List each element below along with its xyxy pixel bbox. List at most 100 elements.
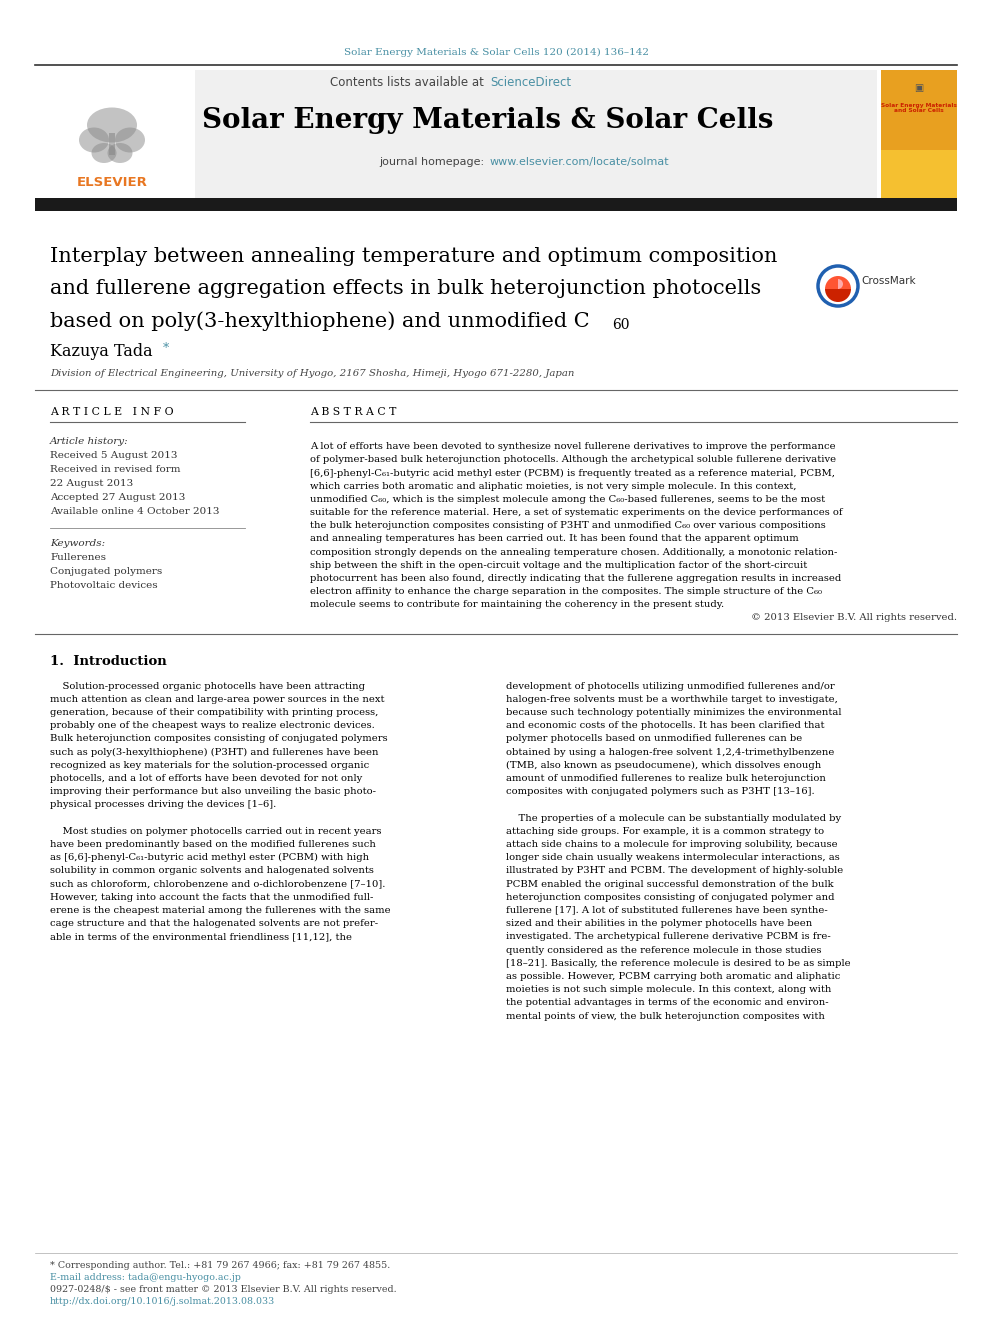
Ellipse shape	[107, 143, 133, 163]
Text: Contents lists available at: Contents lists available at	[330, 77, 488, 90]
Bar	[195, 70, 877, 198]
Bar	[35, 198, 957, 210]
Text: unmodified C₆₀, which is the simplest molecule among the C₆₀-based fullerenes, s: unmodified C₆₀, which is the simplest mo…	[310, 495, 825, 504]
Text: Solution-processed organic photocells have been attracting: Solution-processed organic photocells ha…	[50, 681, 365, 691]
Text: erene is the cheapest material among the fullerenes with the same: erene is the cheapest material among the…	[50, 906, 391, 916]
Text: CrossMark: CrossMark	[861, 277, 916, 286]
Text: longer side chain usually weakens intermolecular interactions, as: longer side chain usually weakens interm…	[506, 853, 840, 863]
Text: A B S T R A C T: A B S T R A C T	[310, 407, 397, 417]
Text: 0927-0248/$ - see front matter © 2013 Elsevier B.V. All rights reserved.: 0927-0248/$ - see front matter © 2013 El…	[50, 1285, 397, 1294]
Text: A R T I C L E   I N F O: A R T I C L E I N F O	[50, 407, 174, 417]
Text: as [6,6]-phenyl-C₆₁-butyric acid methyl ester (PCBM) with high: as [6,6]-phenyl-C₆₁-butyric acid methyl …	[50, 853, 369, 863]
Text: Keywords:: Keywords:	[50, 538, 105, 548]
Text: E-mail address: tada@engu-hyogo.ac.jp: E-mail address: tada@engu-hyogo.ac.jp	[50, 1273, 241, 1282]
Text: journal homepage:: journal homepage:	[379, 157, 488, 167]
Wedge shape	[825, 277, 851, 288]
Text: PCBM enabled the original successful demonstration of the bulk: PCBM enabled the original successful dem…	[506, 880, 833, 889]
Text: Interplay between annealing temperature and optimum composition: Interplay between annealing temperature …	[50, 247, 778, 266]
Bar	[35, 70, 195, 198]
Text: mental points of view, the bulk heterojunction composites with: mental points of view, the bulk heteroju…	[506, 1012, 825, 1020]
Text: Conjugated polymers: Conjugated polymers	[50, 568, 163, 577]
Text: probably one of the cheapest ways to realize electronic devices.: probably one of the cheapest ways to rea…	[50, 721, 375, 730]
Text: suitable for the reference material. Here, a set of systematic experiments on th: suitable for the reference material. Her…	[310, 508, 842, 517]
Text: ELSEVIER: ELSEVIER	[76, 176, 148, 189]
Text: attaching side groups. For example, it is a common strategy to: attaching side groups. For example, it i…	[506, 827, 824, 836]
Text: moieties is not such simple molecule. In this context, along with: moieties is not such simple molecule. In…	[506, 986, 831, 994]
Text: cage structure and that the halogenated solvents are not prefer-: cage structure and that the halogenated …	[50, 919, 378, 929]
Text: www.elsevier.com/locate/solmat: www.elsevier.com/locate/solmat	[490, 157, 670, 167]
Text: ship between the shift in the open-circuit voltage and the multiplication factor: ship between the shift in the open-circu…	[310, 561, 807, 570]
Text: A lot of efforts have been devoted to synthesize novel fullerene derivatives to : A lot of efforts have been devoted to sy…	[310, 442, 835, 451]
Text: Article history:: Article history:	[50, 438, 129, 446]
Text: composites with conjugated polymers such as P3HT [13–16].: composites with conjugated polymers such…	[506, 787, 814, 796]
Text: 60: 60	[612, 318, 630, 332]
Text: as possible. However, PCBM carrying both aromatic and aliphatic: as possible. However, PCBM carrying both…	[506, 972, 840, 980]
Text: Solar Energy Materials & Solar Cells: Solar Energy Materials & Solar Cells	[202, 106, 774, 134]
Text: such as chloroform, chlorobenzene and o-dichlorobenzene [7–10].: such as chloroform, chlorobenzene and o-…	[50, 880, 385, 889]
Text: much attention as clean and large-area power sources in the next: much attention as clean and large-area p…	[50, 695, 385, 704]
Text: solubility in common organic solvents and halogenated solvents: solubility in common organic solvents an…	[50, 867, 374, 876]
Text: illustrated by P3HT and PCBM. The development of highly-soluble: illustrated by P3HT and PCBM. The develo…	[506, 867, 843, 876]
Text: heterojunction composites consisting of conjugated polymer and: heterojunction composites consisting of …	[506, 893, 834, 902]
Text: because such technology potentially minimizes the environmental: because such technology potentially mini…	[506, 708, 841, 717]
Text: the potential advantages in terms of the economic and environ-: the potential advantages in terms of the…	[506, 999, 828, 1007]
Text: improving their performance but also unveiling the basic photo-: improving their performance but also unv…	[50, 787, 376, 796]
Wedge shape	[825, 288, 851, 302]
Text: Received 5 August 2013: Received 5 August 2013	[50, 451, 178, 460]
Text: such as poly(3-hexylthiophene) (P3HT) and fullerenes have been: such as poly(3-hexylthiophene) (P3HT) an…	[50, 747, 379, 757]
Bar	[881, 70, 957, 149]
Text: However, taking into account the facts that the unmodified full-: However, taking into account the facts t…	[50, 893, 373, 902]
Text: (TMB, also known as pseudocumene), which dissolves enough: (TMB, also known as pseudocumene), which…	[506, 761, 821, 770]
Text: based on poly(3-hexylthiophene) and unmodified C: based on poly(3-hexylthiophene) and unmo…	[50, 311, 589, 331]
Wedge shape	[838, 279, 843, 288]
Text: physical processes driving the devices [1–6].: physical processes driving the devices […	[50, 800, 276, 810]
Text: http://dx.doi.org/10.1016/j.solmat.2013.08.033: http://dx.doi.org/10.1016/j.solmat.2013.…	[50, 1297, 275, 1306]
Text: © 2013 Elsevier B.V. All rights reserved.: © 2013 Elsevier B.V. All rights reserved…	[751, 613, 957, 622]
Text: obtained by using a halogen-free solvent 1,2,4-trimethylbenzene: obtained by using a halogen-free solvent…	[506, 747, 834, 757]
Text: halogen-free solvents must be a worthwhile target to investigate,: halogen-free solvents must be a worthwhi…	[506, 695, 838, 704]
Text: Kazuya Tada: Kazuya Tada	[50, 344, 153, 360]
Text: Available online 4 October 2013: Available online 4 October 2013	[50, 508, 219, 516]
Text: and economic costs of the photocells. It has been clarified that: and economic costs of the photocells. It…	[506, 721, 824, 730]
Text: generation, because of their compatibility with printing process,: generation, because of their compatibili…	[50, 708, 378, 717]
Text: fullerene [17]. A lot of substituted fullerenes have been synthe-: fullerene [17]. A lot of substituted ful…	[506, 906, 827, 916]
Text: Solar Energy Materials & Solar Cells 120 (2014) 136–142: Solar Energy Materials & Solar Cells 120…	[343, 48, 649, 57]
Bar	[881, 70, 957, 198]
Text: investigated. The archetypical fullerene derivative PCBM is fre-: investigated. The archetypical fullerene…	[506, 933, 830, 942]
Text: and fullerene aggregation effects in bulk heterojunction photocells: and fullerene aggregation effects in bul…	[50, 279, 761, 299]
Ellipse shape	[91, 143, 116, 163]
Text: Received in revised form: Received in revised form	[50, 466, 181, 475]
Text: of polymer-based bulk heterojunction photocells. Although the archetypical solub: of polymer-based bulk heterojunction pho…	[310, 455, 836, 464]
Text: *: *	[163, 343, 170, 356]
Text: molecule seems to contribute for maintaining the coherency in the present study.: molecule seems to contribute for maintai…	[310, 601, 724, 610]
Text: [18–21]. Basically, the reference molecule is desired to be as simple: [18–21]. Basically, the reference molecu…	[506, 959, 850, 968]
Bar	[109, 134, 115, 155]
Text: Bulk heterojunction composites consisting of conjugated polymers: Bulk heterojunction composites consistin…	[50, 734, 388, 744]
Text: Division of Electrical Engineering, University of Hyogo, 2167 Shosha, Himeji, Hy: Division of Electrical Engineering, Univ…	[50, 369, 574, 378]
Text: amount of unmodified fullerenes to realize bulk heterojunction: amount of unmodified fullerenes to reali…	[506, 774, 826, 783]
Text: The properties of a molecule can be substantially modulated by: The properties of a molecule can be subs…	[506, 814, 841, 823]
Text: ▣: ▣	[915, 83, 924, 93]
Text: polymer photocells based on unmodified fullerenes can be: polymer photocells based on unmodified f…	[506, 734, 803, 744]
Text: photocells, and a lot of efforts have been devoted for not only: photocells, and a lot of efforts have be…	[50, 774, 362, 783]
Text: and annealing temperatures has been carried out. It has been found that the appa: and annealing temperatures has been carr…	[310, 534, 799, 544]
Text: ScienceDirect: ScienceDirect	[490, 77, 571, 90]
Text: attach side chains to a molecule for improving solubility, because: attach side chains to a molecule for imp…	[506, 840, 837, 849]
Text: 1.  Introduction: 1. Introduction	[50, 655, 167, 668]
Text: Solar Energy Materials
and Solar Cells: Solar Energy Materials and Solar Cells	[881, 103, 957, 114]
Text: sized and their abilities in the polymer photocells have been: sized and their abilities in the polymer…	[506, 919, 812, 929]
Text: Accepted 27 August 2013: Accepted 27 August 2013	[50, 493, 186, 503]
Text: have been predominantly based on the modified fullerenes such: have been predominantly based on the mod…	[50, 840, 376, 849]
Text: [6,6]-phenyl-C₆₁-butyric acid methyl ester (PCBM) is frequently treated as a ref: [6,6]-phenyl-C₆₁-butyric acid methyl est…	[310, 468, 835, 478]
Text: 22 August 2013: 22 August 2013	[50, 479, 133, 488]
Text: the bulk heterojunction composites consisting of P3HT and unmodified C₆₀ over va: the bulk heterojunction composites consi…	[310, 521, 825, 531]
Text: photocurrent has been also found, directly indicating that the fullerene aggrega: photocurrent has been also found, direct…	[310, 574, 841, 583]
Text: Most studies on polymer photocells carried out in recent years: Most studies on polymer photocells carri…	[50, 827, 382, 836]
Text: Fullerenes: Fullerenes	[50, 553, 106, 562]
Text: composition strongly depends on the annealing temperature chosen. Additionally, : composition strongly depends on the anne…	[310, 548, 837, 557]
Text: quently considered as the reference molecule in those studies: quently considered as the reference mole…	[506, 946, 821, 955]
Ellipse shape	[115, 127, 145, 152]
Text: Photovoltaic devices: Photovoltaic devices	[50, 582, 158, 590]
Text: which carries both aromatic and aliphatic moieties, is not very simple molecule.: which carries both aromatic and aliphati…	[310, 482, 797, 491]
Text: * Corresponding author. Tel.: +81 79 267 4966; fax: +81 79 267 4855.: * Corresponding author. Tel.: +81 79 267…	[50, 1261, 390, 1270]
